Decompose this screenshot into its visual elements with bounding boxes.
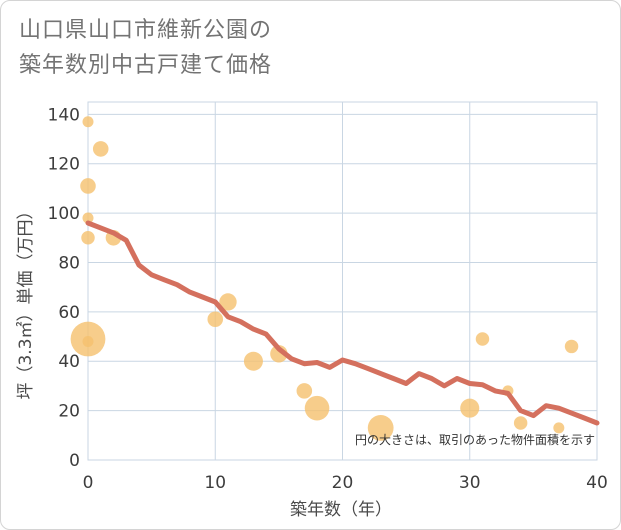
bubble-point xyxy=(304,395,330,421)
bubble-point xyxy=(207,311,224,328)
x-tick-label: 10 xyxy=(204,473,226,493)
bubble-point xyxy=(475,332,490,346)
x-tick-label: 30 xyxy=(459,473,481,493)
y-tick-label: 120 xyxy=(48,155,80,175)
x-axis-label: 築年数（年） xyxy=(290,500,392,520)
y-tick-label: 40 xyxy=(58,352,80,372)
bubble-point xyxy=(219,293,237,311)
bubble-point xyxy=(296,383,313,399)
y-tick-label: 140 xyxy=(48,105,80,125)
bubble-point xyxy=(81,231,95,245)
chart-title: 山口県山口市維新公園の 築年数別中古戸建て価格 xyxy=(19,13,599,83)
bubble-series xyxy=(70,116,579,441)
chart-title-line-2: 築年数別中古戸建て価格 xyxy=(19,53,273,78)
bubble-point xyxy=(80,178,96,194)
bubble-point xyxy=(460,398,480,418)
x-tick-label: 40 xyxy=(586,473,608,493)
y-tick-label: 60 xyxy=(58,303,80,323)
y-tick-label: 100 xyxy=(48,204,80,224)
y-tick-label: 20 xyxy=(58,402,80,422)
x-tick-labels: 0 10 20 30 40 xyxy=(83,473,608,493)
y-tick-label: 80 xyxy=(58,253,80,273)
bubble-point xyxy=(367,415,394,441)
bubble-point xyxy=(82,116,94,128)
x-tick-label: 0 xyxy=(83,473,94,493)
y-tick-label: 0 xyxy=(69,451,80,471)
bubble-point xyxy=(513,416,528,430)
trend-line xyxy=(85,220,600,426)
bubble-point xyxy=(82,335,94,347)
bubble-point xyxy=(92,141,109,157)
y-tick-labels: 0 20 40 60 80 100 120 140 xyxy=(48,105,80,471)
bubble-point xyxy=(553,422,565,434)
bubble-point xyxy=(564,339,579,354)
y-axis-label: 坪（3.3㎡）単価（万円） xyxy=(16,202,36,399)
x-tick-label: 20 xyxy=(332,473,354,493)
bubble-point xyxy=(82,212,94,224)
bubble-point xyxy=(243,351,263,371)
bubble-size-note: 円の大きさは、取引のあった物件面積を示す xyxy=(355,432,595,447)
chart-title-line-1: 山口県山口市維新公園の xyxy=(19,18,273,43)
